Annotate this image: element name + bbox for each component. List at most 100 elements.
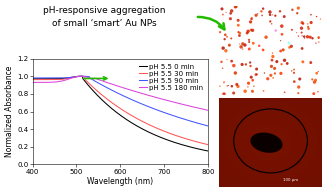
Point — [305, 35, 310, 38]
pH 5.5 180 min — [136, 91, 139, 93]
Point — [268, 20, 273, 23]
Point — [229, 9, 234, 12]
Point — [308, 13, 314, 16]
Point — [273, 14, 278, 17]
pH 5.5 90 min — [206, 125, 210, 127]
Ellipse shape — [250, 132, 282, 153]
pH 5.5 0 min — [31, 78, 34, 80]
Point — [225, 84, 230, 87]
Point — [231, 91, 236, 94]
Point — [269, 59, 275, 62]
Point — [289, 69, 294, 72]
Point — [261, 7, 266, 10]
Point — [306, 27, 311, 30]
Point — [219, 7, 225, 10]
Point — [242, 90, 248, 93]
Point — [245, 85, 251, 88]
pH 5.5 180 min — [31, 81, 35, 84]
Point — [313, 42, 318, 45]
Point — [253, 73, 258, 76]
Point — [292, 80, 297, 83]
Point — [272, 72, 278, 75]
pH 5.5 30 min — [135, 117, 139, 120]
Point — [224, 35, 229, 38]
pH 5.5 180 min — [179, 103, 183, 105]
Point — [251, 42, 256, 45]
Point — [299, 27, 304, 30]
Line: pH 5.5 0 min: pH 5.5 0 min — [32, 76, 208, 151]
Point — [236, 24, 241, 27]
Point — [267, 11, 273, 14]
Point — [280, 48, 286, 51]
Point — [270, 52, 275, 55]
Point — [278, 50, 283, 53]
pH 5.5 0 min — [136, 125, 139, 127]
Point — [259, 14, 265, 17]
Point — [278, 72, 283, 75]
Point — [287, 46, 292, 49]
pH 5.5 0 min — [179, 143, 183, 146]
Point — [249, 17, 254, 20]
Point — [274, 60, 280, 63]
Point — [246, 82, 251, 85]
Text: 100 μm: 100 μm — [283, 178, 298, 182]
Point — [270, 55, 276, 58]
pH 5.5 180 min — [31, 81, 34, 84]
Text: pH-responsive aggregation: pH-responsive aggregation — [43, 6, 165, 15]
Point — [250, 90, 255, 93]
Point — [240, 48, 245, 51]
pH 5.5 30 min — [138, 119, 142, 122]
Point — [239, 45, 244, 48]
X-axis label: Wavelength (nm): Wavelength (nm) — [87, 177, 153, 186]
pH 5.5 180 min — [135, 91, 139, 93]
Point — [255, 12, 260, 15]
pH 5.5 30 min — [179, 136, 183, 138]
Point — [300, 34, 305, 37]
Text: of small ‘smart’ Au NPs: of small ‘smart’ Au NPs — [52, 19, 156, 28]
pH 5.5 0 min — [190, 146, 194, 149]
Point — [243, 63, 249, 66]
Point — [220, 13, 226, 16]
Point — [305, 22, 310, 25]
Point — [249, 76, 254, 79]
Point — [222, 81, 227, 84]
Point — [296, 35, 301, 38]
Point — [282, 59, 287, 62]
Point — [229, 85, 234, 88]
Point — [318, 18, 323, 21]
Point — [247, 47, 252, 50]
Line: pH 5.5 30 min: pH 5.5 30 min — [32, 76, 208, 145]
Point — [316, 40, 321, 43]
pH 5.5 90 min — [31, 77, 35, 79]
pH 5.5 180 min — [206, 109, 210, 112]
pH 5.5 90 min — [135, 101, 139, 103]
Point — [236, 19, 241, 22]
Point — [234, 83, 240, 86]
Point — [315, 90, 320, 93]
pH 5.5 0 min — [206, 150, 210, 152]
Point — [313, 79, 318, 82]
Point — [270, 76, 276, 79]
Point — [223, 33, 228, 36]
Point — [282, 15, 287, 18]
Point — [228, 17, 233, 20]
Point — [237, 34, 242, 37]
Point — [235, 85, 240, 88]
Point — [296, 92, 301, 95]
Point — [299, 31, 304, 34]
pH 5.5 30 min — [190, 139, 194, 142]
Point — [217, 31, 223, 34]
pH 5.5 0 min — [138, 127, 142, 129]
pH 5.5 0 min — [79, 75, 83, 77]
Point — [261, 89, 266, 92]
Point — [236, 31, 241, 34]
Point — [314, 72, 319, 75]
pH 5.5 90 min — [138, 102, 142, 105]
Point — [244, 32, 250, 35]
pH 5.5 0 min — [135, 125, 139, 127]
Point — [310, 78, 315, 81]
Point — [297, 77, 302, 81]
Point — [286, 41, 292, 44]
pH 5.5 180 min — [138, 92, 142, 94]
Point — [316, 37, 321, 40]
